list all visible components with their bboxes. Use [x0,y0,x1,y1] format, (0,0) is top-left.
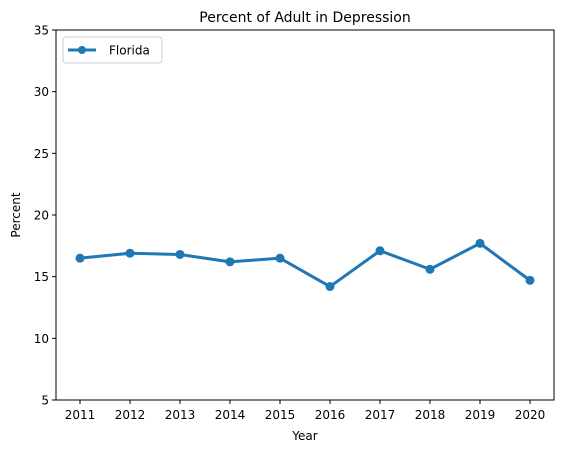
x-tick-label: 2020 [515,408,546,422]
y-tick-label: 25 [34,147,49,161]
y-tick-label: 10 [34,332,49,346]
x-axis: 2011 2012 2013 2014 2015 2016 2017 2018 2019 2020 [65,400,546,422]
data-point [275,253,285,263]
x-tick-label: 2015 [265,408,296,422]
x-axis-label: Year [291,429,317,443]
x-tick-label: 2012 [115,408,146,422]
series-line [78,241,532,289]
x-tick-label: 2013 [165,408,196,422]
y-tick-label: 5 [41,394,49,408]
x-tick-label: 2016 [315,408,346,422]
data-point [75,253,85,263]
legend-label-florida: Florida [109,44,150,58]
y-tick-label: 15 [34,270,49,284]
y-tick-label: 35 [34,24,49,38]
y-axis: 5 10 15 20 25 30 35 [34,24,56,408]
data-point [475,238,485,248]
plot-area [55,29,555,401]
y-tick-label: 30 [34,85,49,99]
data-point [325,282,335,292]
data-point [375,246,385,256]
y-axis-label: Percent [9,192,23,237]
legend-box [62,36,163,64]
series-layer [75,238,535,292]
legend-point-marker [78,46,86,54]
x-tick-label: 2011 [65,408,96,422]
data-point [125,248,135,258]
y-tick-label: 20 [34,209,49,223]
data-point [425,264,435,274]
x-tick-label: 2019 [465,408,496,422]
x-tick-label: 2017 [365,408,396,422]
data-point [525,275,535,285]
data-point [225,257,235,267]
x-tick-label: 2014 [215,408,246,422]
x-tick-label: 2018 [415,408,446,422]
chart-title: Percent of Adult in Depression [199,10,410,26]
data-point [175,249,185,259]
legend: Florida [62,36,163,64]
